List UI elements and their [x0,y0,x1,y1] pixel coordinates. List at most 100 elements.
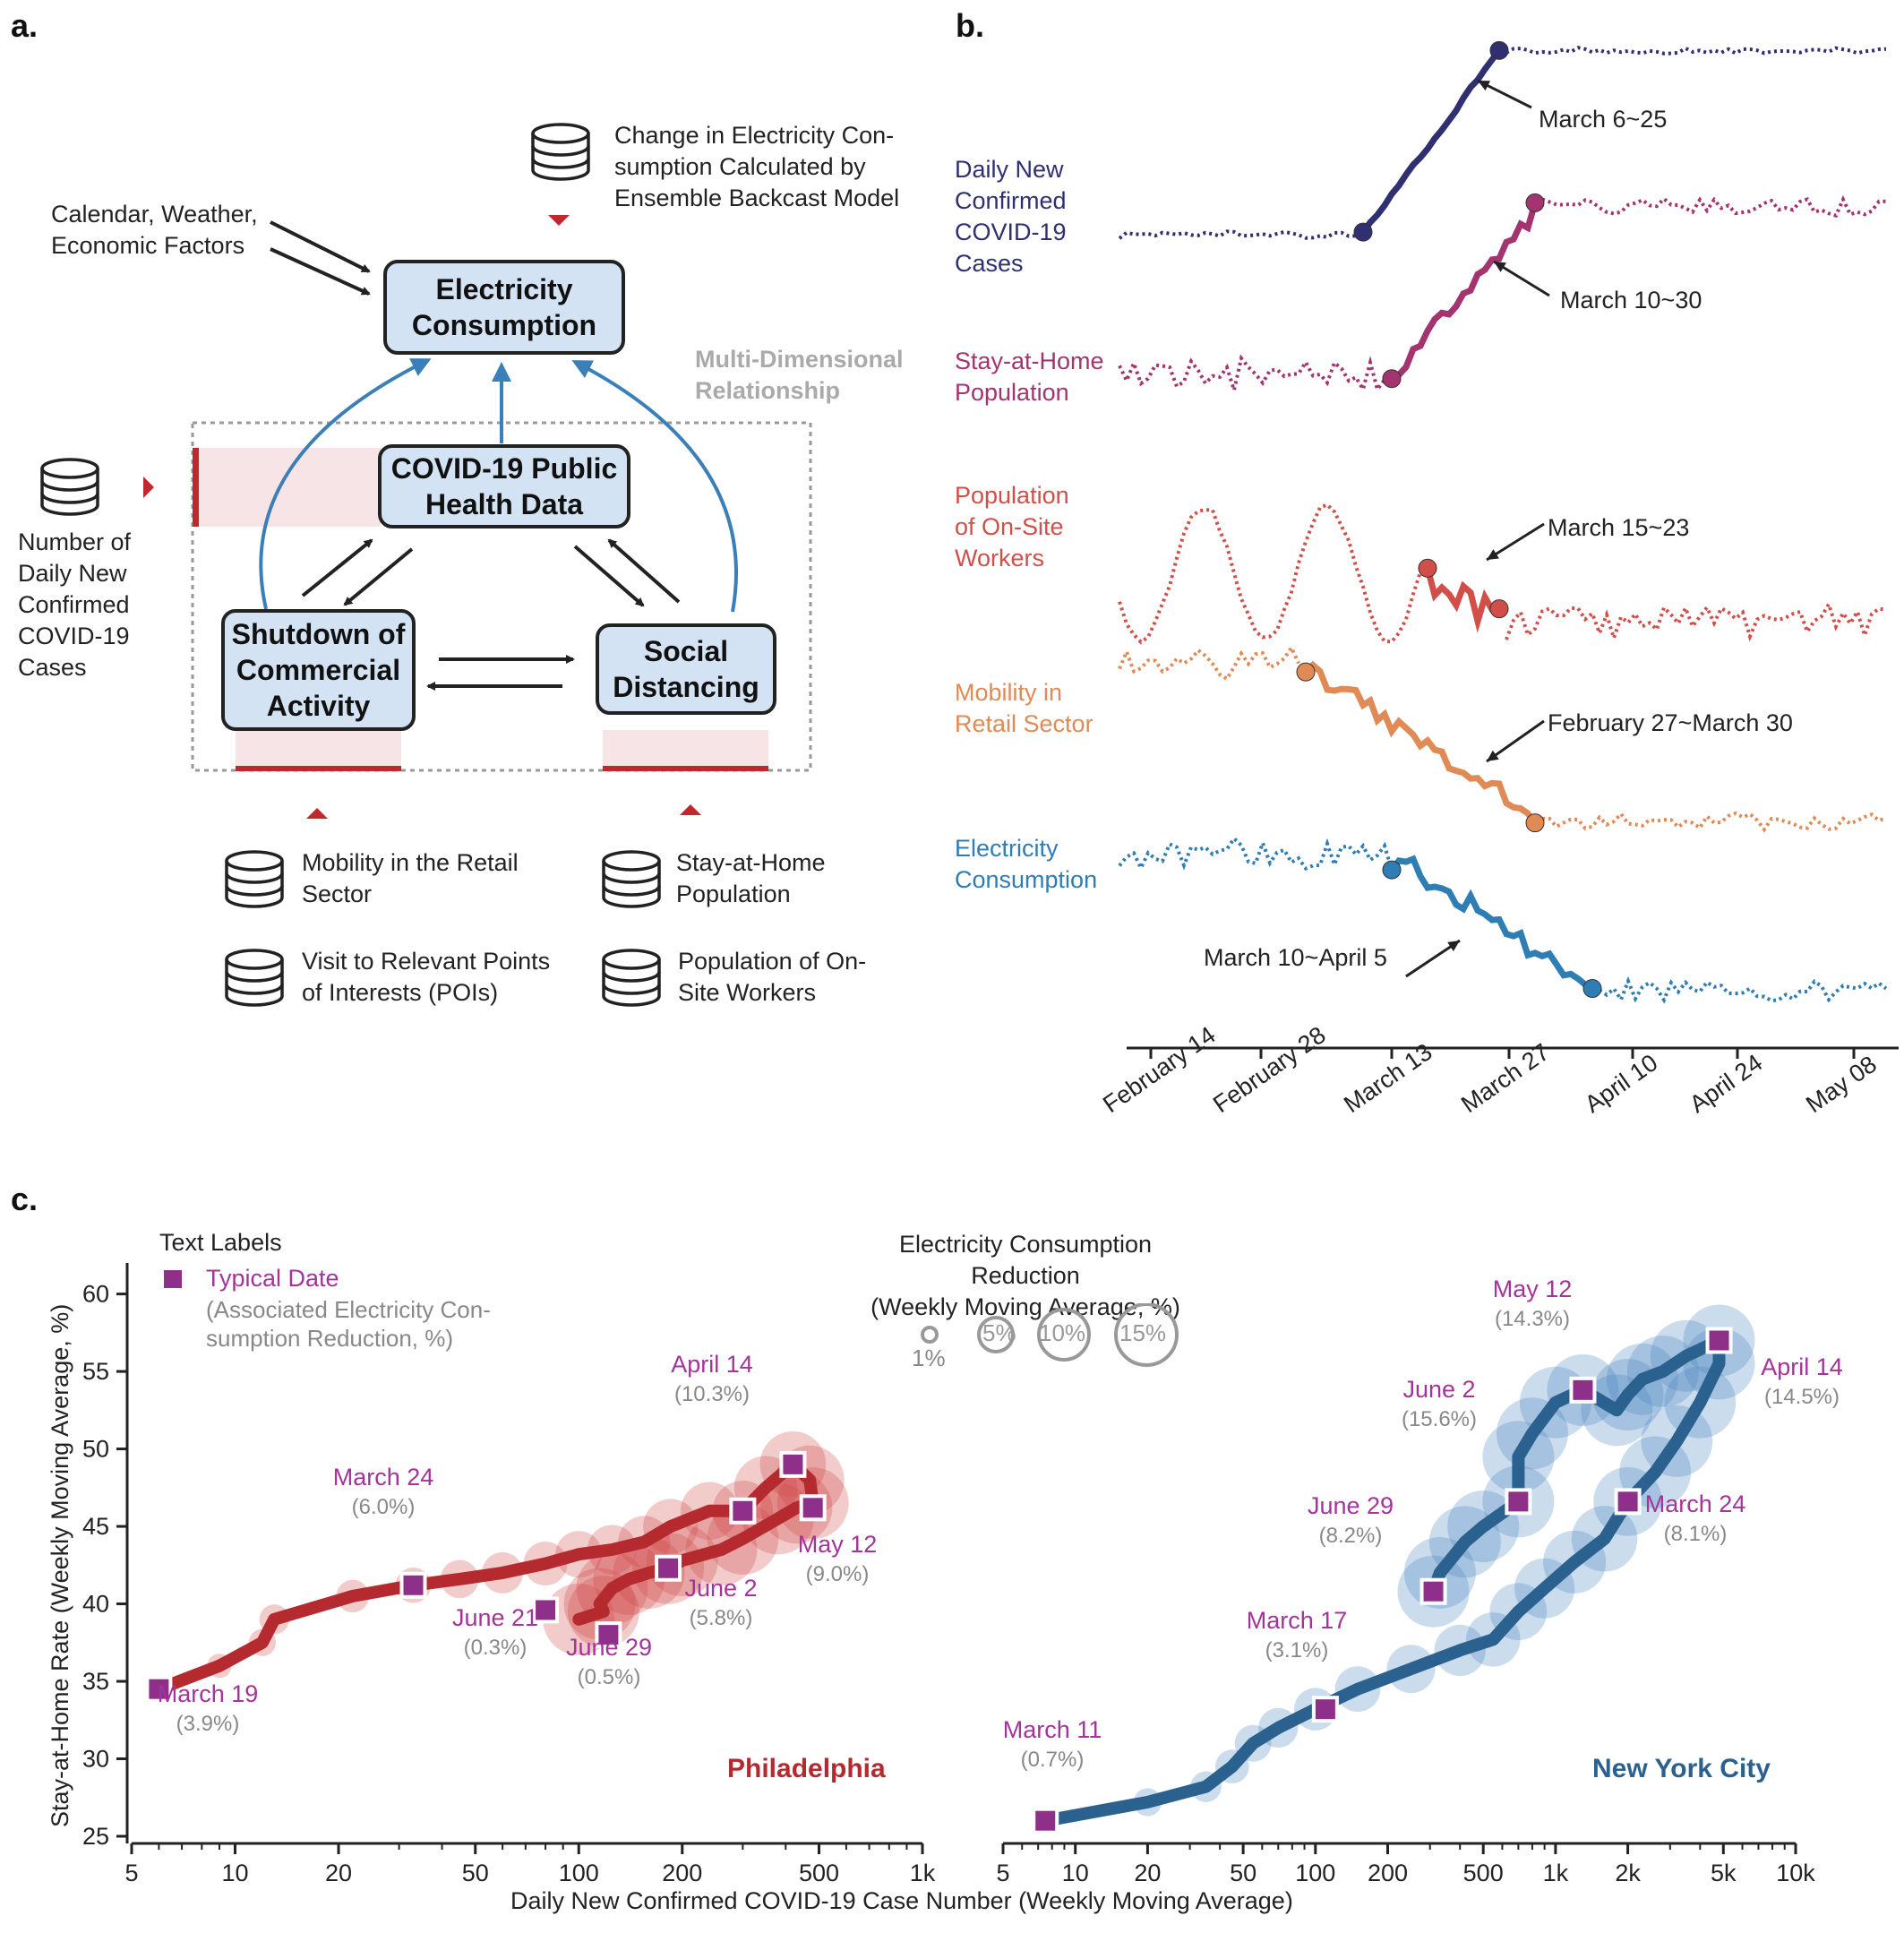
source-onsite-workers: Population of On- Site Workers [678,948,867,1006]
y-tick-label: 40 [82,1591,109,1618]
legend-assoc-reduction: (Associated Electricity Con- sumption Re… [206,1296,491,1352]
typical-date-reduction: (0.3%) [464,1636,527,1660]
x-tick-label: 20 [325,1860,352,1886]
typical-date-marker [145,1675,173,1703]
annotation-onsite: March 15~23 [1548,514,1690,541]
typical-date-reduction: (9.0%) [806,1562,870,1586]
series-line-dotted [1541,194,1887,219]
x-tick-label: 50 [462,1860,489,1886]
typical-date-label: June 2 [1402,1376,1475,1403]
x-axis-title: Daily New Confirmed COVID-19 Case Number… [510,1887,1293,1914]
series-label-stay-home: Stay-at-Home Population [955,348,1104,406]
panel-b-timeseries [1118,40,1899,1059]
x-tick-label: 2k [1615,1860,1641,1886]
series-label-onsite: Population of On-Site Workers [955,482,1069,571]
size-legend-circle-5 [977,1316,1015,1353]
size-legend [921,1303,1179,1367]
series-line-dotted [1118,643,1300,682]
typical-date-reduction: (8.1%) [1664,1522,1728,1546]
series-line-dotted [1118,354,1393,398]
x-tick-label: 20 [1134,1860,1161,1886]
typical-date-reduction: (14.5%) [1764,1385,1840,1409]
x-tick-label: 100 [1295,1860,1335,1886]
x-tick-label: 500 [799,1860,839,1886]
y-tick-label: 55 [82,1358,109,1385]
typical-date-marker [1419,1577,1447,1605]
period-endpoint [1382,369,1402,389]
series-line-highlight [1390,202,1539,382]
typical-date-reduction: (0.7%) [1021,1748,1085,1772]
typical-date-label: March 17 [1247,1607,1348,1634]
covid-public-health-box: COVID-19 Public Health Data [378,444,630,528]
typical-date-reduction: (14.3%) [1495,1307,1570,1331]
x-tick-label: 1k [1543,1860,1569,1886]
x-tick-label: 10k [1776,1860,1815,1886]
typical-date-marker [655,1554,682,1582]
typical-date-label: May 12 [798,1531,878,1558]
series-label-electricity: Electricity Consumption [955,835,1098,893]
arrow-calendar-electricity [270,247,371,296]
series-line-dotted [1118,836,1394,872]
shutdown-commercial-box: Shutdown of Commercial Activity [221,609,416,731]
panel-c-label: c. [11,1181,39,1217]
y-tick-label: 35 [82,1668,109,1695]
typical-date-label: May 12 [1493,1276,1573,1302]
electricity-consumption-box: Electricity Consumption [383,260,625,355]
series-line-highlight [1360,48,1502,235]
y-tick-label: 30 [82,1746,109,1773]
typical-date-marker [1569,1376,1597,1404]
source-retail-mobility: Mobility in the Retail Sector [302,849,519,907]
period-endpoint [1489,599,1509,619]
external-factors-text: Calendar, Weather, Economic Factors [51,201,258,259]
typical-date-marker [779,1450,807,1478]
period-endpoint [1489,40,1509,60]
typical-date-label: June 21 [452,1604,538,1631]
legend-square-marker [164,1270,182,1288]
annotation-electricity: March 10~April 5 [1204,944,1387,971]
x-tick-label: 5k [1711,1860,1737,1886]
typical-date-reduction: (10.3%) [674,1382,750,1406]
top-source-text: Change in Electricity Con- sumption Calc… [614,122,900,211]
period-endpoint [1382,860,1402,880]
typical-date-marker [729,1497,757,1525]
size-legend-title: Electricity Consumption Reduction (Weekl… [871,1231,1180,1320]
city-label-nyc: New York City [1592,1754,1771,1783]
size-legend-label-5: 5% [982,1319,1016,1346]
arrow-calendar-electricity [270,220,371,273]
panel-b-label: b. [956,7,984,44]
annotation-stay-home: March 10~30 [1560,287,1702,314]
arrow-social-electricity [571,360,738,613]
marker-triangle [306,808,328,819]
typical-date-reduction: (5.8%) [690,1606,753,1630]
typical-date-label: March 24 [333,1464,434,1491]
typical-date-reduction: (15.6%) [1402,1407,1477,1431]
x-tick-label: 500 [1463,1860,1504,1886]
annotation-arrow [1486,719,1545,763]
period-endpoint [1582,979,1602,999]
typical-date-label: June 2 [684,1575,757,1602]
series-line-highlight [1424,567,1500,633]
annotation-retail: February 27~March 30 [1548,709,1793,736]
database-icon [40,123,661,1007]
y-tick-label: 25 [82,1823,109,1850]
typical-date-marker [399,1571,427,1599]
typical-date-marker [1705,1327,1733,1354]
typical-date-label: April 14 [671,1351,753,1378]
typical-date-label: March 24 [1645,1491,1746,1517]
multi-dimensional-label: Multi-Dimensional Relationship [695,346,904,404]
size-legend-label-15: 15% [1119,1319,1167,1346]
covid-source-band [193,448,381,527]
typical-date-label: April 14 [1761,1353,1843,1380]
x-tick-label: 1k [910,1860,936,1886]
series-line-dotted [1118,503,1422,645]
source-stay-at-home: Stay-at-Home Population [676,849,826,907]
size-legend-label-1: 1% [912,1345,946,1371]
x-tick-label: 50 [1230,1860,1256,1886]
left-source-text: Number of Daily New Confirmed COVID-19 C… [18,528,132,681]
typical-date-label: March 19 [158,1680,259,1707]
source-pois: Visit to Relevant Points of Interests (P… [302,948,551,1006]
annotation-covid: March 6~25 [1539,106,1668,133]
typical-date-marker [1505,1488,1532,1516]
x-tick-label: 5 [124,1860,138,1886]
